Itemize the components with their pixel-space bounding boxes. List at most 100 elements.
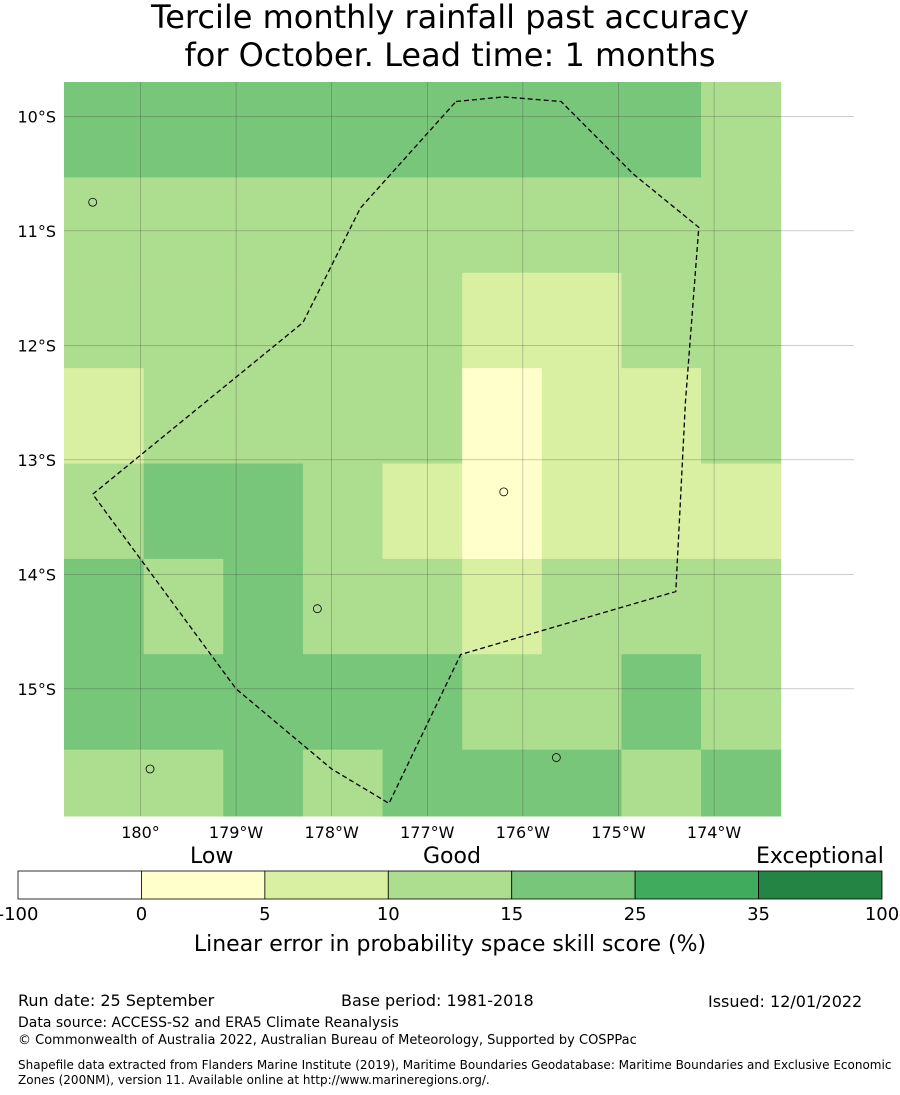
y-tick-label: 12°S	[17, 336, 56, 355]
grid-cell	[302, 463, 384, 560]
colorbar-category-low: Low	[190, 844, 234, 869]
grid-cell	[621, 558, 702, 655]
run-date: Run date: 25 September	[18, 991, 215, 1010]
grid-cell	[382, 749, 463, 817]
eez-boundary-line	[91, 96, 700, 805]
grid-cell	[64, 463, 145, 560]
grid-cell	[382, 82, 463, 178]
grid-cell	[701, 368, 782, 465]
colorbar-category-exceptional: Exceptional	[756, 844, 884, 869]
grid-cell	[223, 177, 304, 274]
grid-cell	[621, 82, 702, 178]
grid-cell	[143, 654, 224, 751]
grid-cell	[701, 558, 782, 655]
colorbar-swatch	[387, 870, 513, 900]
grid-cell	[64, 177, 145, 274]
grid-cell	[541, 558, 622, 655]
grid-cell	[223, 654, 304, 751]
grid-cell	[302, 749, 384, 817]
grid-cell	[382, 463, 463, 560]
grid-cell	[701, 82, 782, 178]
grid-cell	[223, 558, 304, 655]
graticule	[64, 82, 854, 816]
island-outlines	[88, 197, 561, 774]
grid-cell	[64, 654, 145, 751]
grid-cell	[701, 272, 782, 369]
y-tick-label: 10°S	[17, 107, 56, 126]
grid-cell	[621, 654, 702, 751]
grid-cell	[541, 749, 622, 817]
grid-cell	[64, 749, 145, 817]
grid-cell	[541, 654, 622, 751]
colorbar-tick-label: 25	[624, 904, 647, 925]
grid-cell	[64, 272, 145, 369]
grid-cell	[541, 177, 622, 274]
issued-date: Issued: 12/01/2022	[708, 992, 863, 1011]
grid-cell	[541, 272, 622, 369]
grid-cell	[701, 463, 782, 560]
grid-cell	[143, 749, 224, 817]
colorbar-tick-label: 15	[500, 904, 523, 925]
colorbar-swatch	[17, 870, 142, 900]
grid-cell	[382, 558, 463, 655]
shapefile-credit-line2: Zones (200NM), version 11. Available onl…	[18, 1073, 490, 1087]
skill-grid	[64, 82, 782, 817]
y-axis-ticks: 10°S 11°S 12°S 13°S 14°S 15°S	[17, 107, 56, 699]
grid-cell	[223, 272, 304, 369]
grid-cell	[462, 463, 543, 560]
grid-cell	[64, 558, 145, 655]
grid-cell	[462, 749, 543, 817]
colorbar-tick-label: -100	[0, 904, 38, 925]
grid-cell	[382, 177, 463, 274]
grid-cell	[143, 463, 224, 560]
grid-cell	[302, 82, 384, 178]
colorbar-tick-label: 0	[136, 904, 147, 925]
x-tick-label: 180°	[121, 823, 160, 842]
x-tick-label: 179°W	[209, 823, 264, 842]
grid-cell	[462, 82, 543, 178]
x-tick-label: 178°W	[305, 823, 360, 842]
grid-cell	[701, 654, 782, 751]
colorbar-swatch	[634, 870, 759, 900]
colorbar-tick-label: 35	[747, 904, 770, 925]
grid-cell	[382, 272, 463, 369]
y-tick-label: 13°S	[17, 451, 56, 470]
grid-cell	[302, 558, 384, 655]
x-tick-label: 176°W	[496, 823, 551, 842]
x-tick-label: 175°W	[591, 823, 646, 842]
grid-cell	[701, 749, 782, 817]
grid-cell	[382, 368, 463, 465]
grid-cell	[223, 368, 304, 465]
y-tick-label: 15°S	[17, 680, 56, 699]
grid-cell	[701, 177, 782, 274]
copyright: © Commonwealth of Australia 2022, Austra…	[18, 1033, 637, 1048]
colorbar-tick-label: 5	[259, 904, 270, 925]
x-axis-ticks: 180° 179°W 178°W 177°W 176°W 175°W 174°W	[121, 823, 741, 842]
grid-cell	[143, 177, 224, 274]
grid-cell	[143, 558, 224, 655]
grid-cell	[64, 82, 145, 178]
grid-cell	[541, 82, 622, 178]
island-c	[551, 753, 561, 762]
grid-cell	[621, 272, 702, 369]
grid-cell	[223, 463, 304, 560]
grid-cell	[302, 272, 384, 369]
x-tick-label: 174°W	[687, 823, 742, 842]
grid-cell	[541, 463, 622, 560]
island-a	[499, 487, 509, 497]
grid-cell	[382, 654, 463, 751]
y-tick-label: 11°S	[17, 222, 56, 241]
grid-cell	[302, 654, 384, 751]
chart-title: Tercile monthly rainfall past accuracy f…	[151, 0, 749, 74]
y-tick-label: 14°S	[17, 565, 56, 584]
x-tick-label: 177°W	[400, 823, 455, 842]
grid-cell	[223, 749, 304, 817]
shapefile-credit-line1: Shapefile data extracted from Flanders M…	[18, 1058, 892, 1072]
colorbar-label: Linear error in probability space skill …	[193, 932, 707, 957]
grid-cell	[143, 82, 224, 178]
island-b	[312, 604, 322, 614]
colorbar-category-good: Good	[423, 844, 481, 869]
colorbar-swatch	[264, 870, 389, 900]
grid-cell	[302, 177, 384, 274]
